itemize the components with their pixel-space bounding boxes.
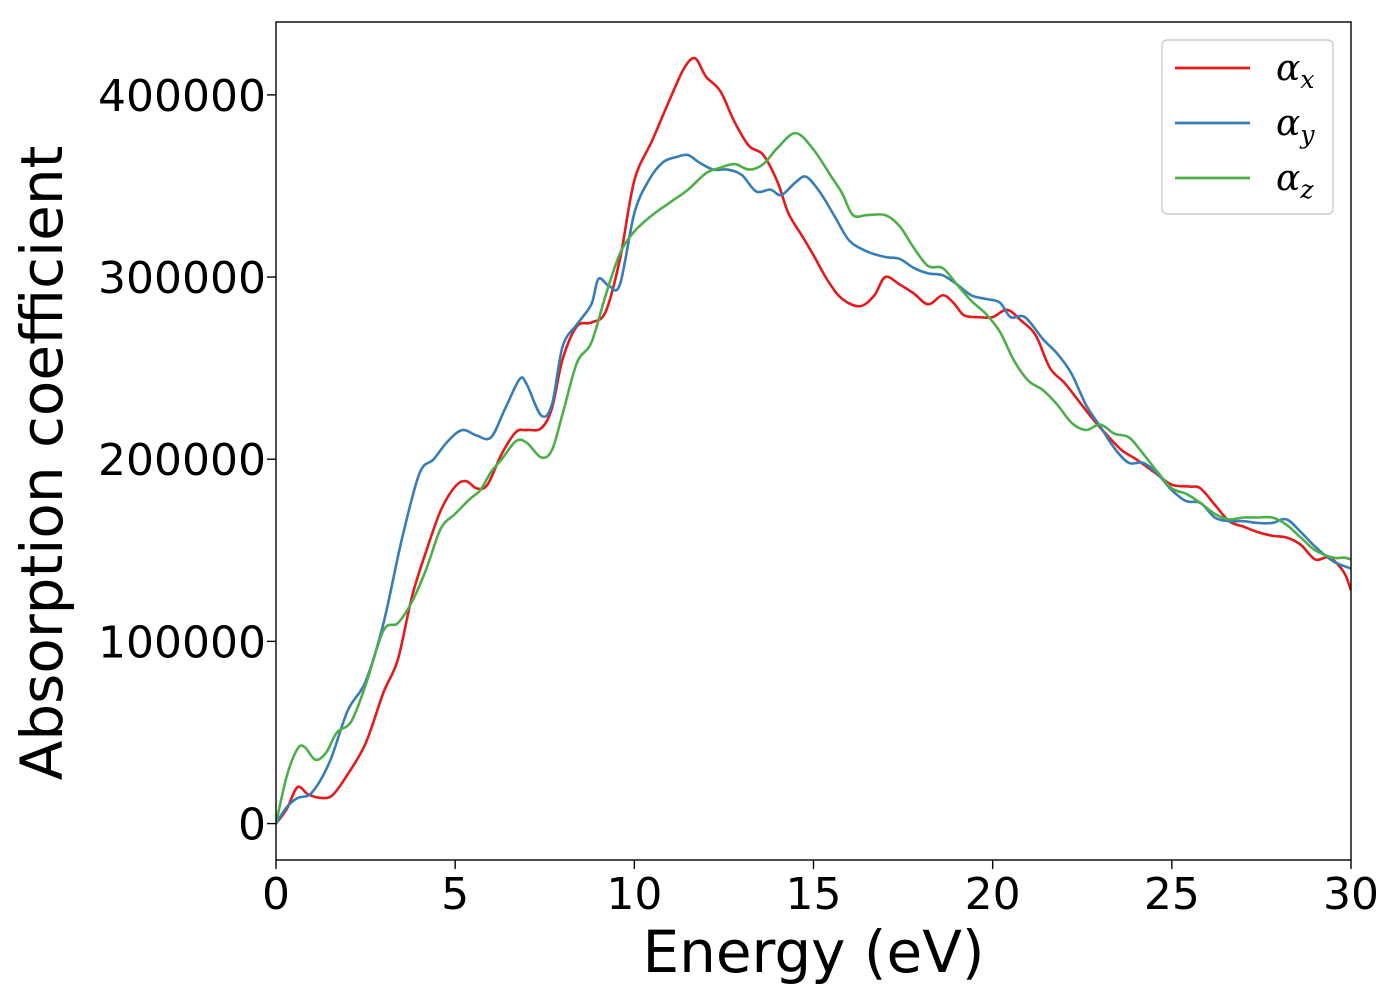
y-tick-label: 100000 — [98, 617, 266, 668]
x-tick-label: 20 — [965, 869, 1021, 920]
y-tick-label: 0 — [238, 800, 266, 851]
legend: αx αy αz — [1161, 39, 1334, 215]
y-tick-label: 400000 — [98, 71, 266, 122]
y-tick-label: 300000 — [98, 253, 266, 304]
series-line-z — [276, 131, 1351, 824]
x-tick-label: 5 — [441, 869, 469, 920]
legend-item-x: αx — [1175, 48, 1314, 94]
legend-item-z: αz — [1175, 158, 1314, 204]
legend-label: αy — [1276, 103, 1315, 149]
legend-box — [1161, 39, 1334, 215]
y-tick-label: 200000 — [98, 435, 266, 486]
y-axis: 0 100000 200000 300000 400000 — [98, 71, 276, 851]
x-tick-label: 25 — [1144, 869, 1200, 920]
x-axis: 0 5 10 15 20 25 30 — [262, 860, 1379, 920]
x-tick-label: 10 — [606, 869, 662, 920]
legend-item-y: αy — [1175, 103, 1315, 149]
series-layer — [276, 56, 1351, 825]
legend-label: αx — [1276, 48, 1314, 94]
x-tick-label: 0 — [262, 869, 290, 920]
y-axis-title: Absorption coefficient — [8, 146, 76, 781]
legend-label: αz — [1276, 158, 1314, 204]
x-axis-title: Energy (eV) — [642, 918, 984, 986]
series-line-x — [276, 56, 1351, 825]
x-tick-label: 30 — [1323, 869, 1379, 920]
x-tick-label: 15 — [786, 869, 842, 920]
